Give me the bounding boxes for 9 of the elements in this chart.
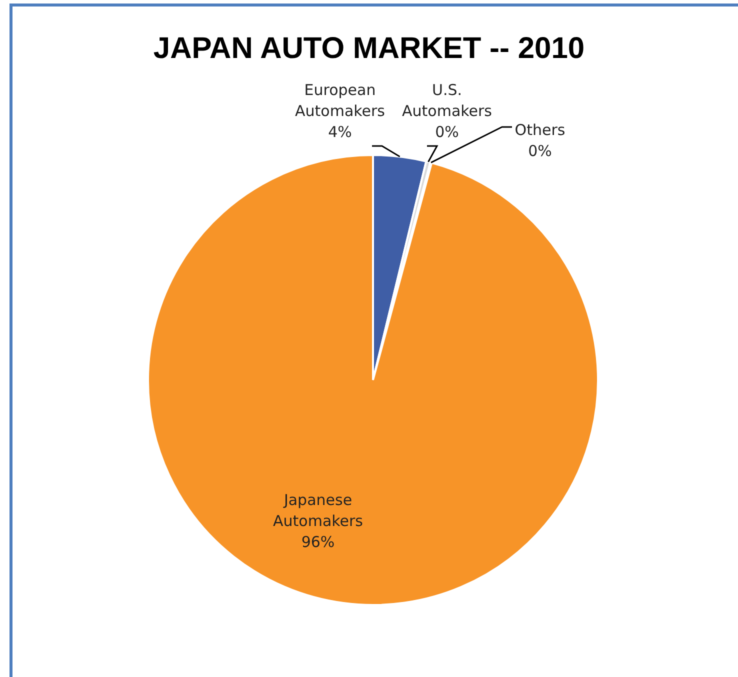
data-label: 0% — [435, 123, 459, 141]
slice-label: European Automakers — [295, 81, 386, 120]
slice-label: Others — [514, 121, 566, 139]
data-label: 4% — [328, 123, 352, 141]
data-label: 0% — [528, 142, 552, 160]
chart-title: JAPAN AUTO MARKET -- 2010 — [153, 32, 585, 65]
data-label: 96% — [301, 533, 335, 551]
slice-label: Japanese Automakers — [273, 491, 364, 530]
slice-label: U.S. Automakers — [402, 81, 492, 120]
